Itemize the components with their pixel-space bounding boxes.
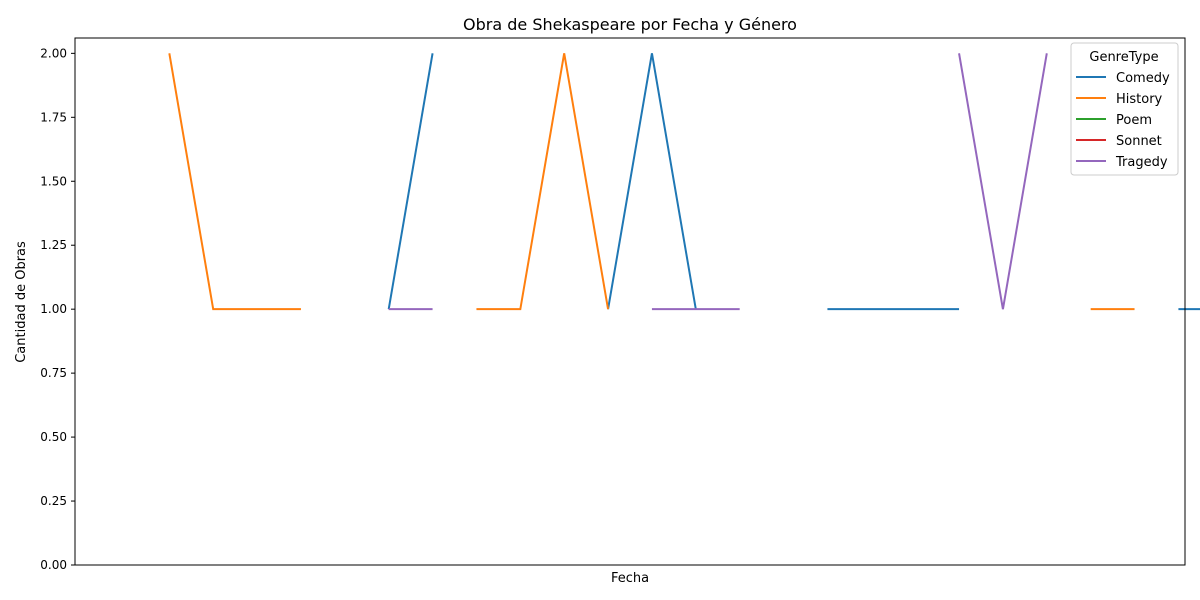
legend-label-comedy: Comedy [1116, 71, 1170, 86]
y-tick-label: 2.00 [40, 46, 67, 60]
chart-title: Obra de Shekaspeare por Fecha y Género [463, 15, 797, 34]
x-axis-label: Fecha [611, 571, 649, 586]
legend-label-tragedy: Tragedy [1115, 155, 1168, 170]
y-tick-label: 0.75 [40, 366, 67, 380]
legend-label-sonnet: Sonnet [1116, 134, 1162, 149]
legend: GenreType Comedy History Poem Sonnet Tragedy [1070, 42, 1179, 176]
series-line-comedy [607, 53, 697, 310]
y-tick-label: 1.50 [40, 174, 67, 188]
y-axis-label: Cantidad de Obras [14, 241, 29, 363]
y-axis-ticks: 0.00 0.25 0.50 0.75 1.00 1.25 1.50 1.75 2.00 [40, 46, 75, 572]
series-line-history [476, 53, 610, 311]
series-line-comedy [387, 53, 434, 310]
y-tick-label: 0.25 [40, 494, 67, 508]
y-tick-label: 1.25 [40, 238, 67, 252]
series-line-history [168, 53, 301, 311]
y-tick-label: 1.00 [40, 302, 67, 316]
y-tick-label: 1.75 [40, 110, 67, 124]
legend-title: GenreType [1089, 50, 1158, 65]
series-line-tragedy [958, 53, 1048, 310]
series-tragedy [388, 53, 1048, 311]
y-tick-label: 0.00 [40, 558, 67, 572]
legend-entries: Comedy History Poem Sonnet Tragedy [1076, 71, 1170, 170]
series-history [168, 53, 1135, 311]
y-tick-label: 0.50 [40, 430, 67, 444]
plot-frame [74, 37, 1186, 566]
series-comedy [387, 53, 1200, 311]
legend-label-history: History [1116, 92, 1163, 107]
legend-label-poem: Poem [1116, 113, 1152, 128]
series-layer [168, 53, 1200, 311]
